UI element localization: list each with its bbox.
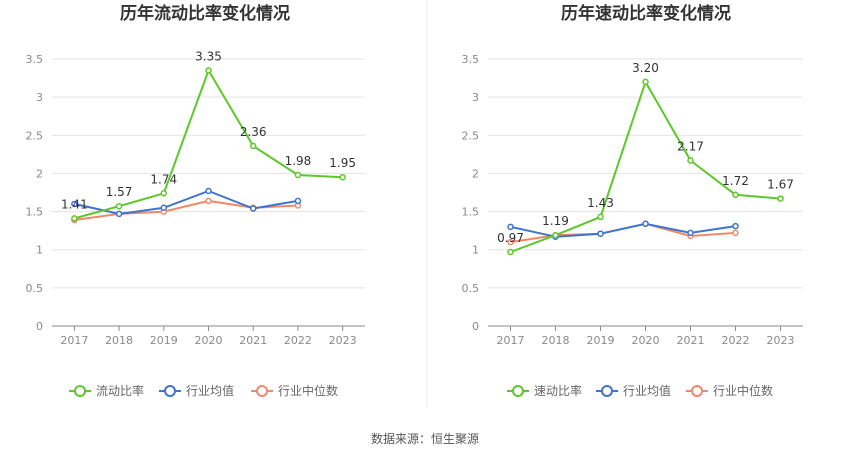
company-point: [687, 157, 694, 164]
y-tick-label: 0.5: [462, 282, 480, 295]
company-point: [205, 67, 212, 74]
x-tick-label: 2019: [150, 334, 178, 347]
y-tick-label: 1: [472, 244, 479, 257]
legend-swatch-marker: [691, 385, 703, 397]
industry-median-point: [507, 238, 514, 246]
chart-title: 历年流动比率变化情况: [120, 3, 290, 24]
legend-swatch-marker: [256, 385, 268, 397]
industry-avg-point: [115, 210, 123, 218]
x-tick-label: 2021: [239, 334, 267, 347]
data-label: 1.74: [150, 172, 177, 186]
current-ratio-chart: 历年流动比率变化情况 0 0.5 1 1.5 2 2.5 3 3.5 2017 2018 2019 20…: [26, 3, 365, 398]
legend-label: 行业中位数: [713, 383, 773, 398]
y-tick-label: 0: [36, 320, 43, 333]
company-point: [249, 142, 257, 150]
data-label: 0.97: [497, 231, 524, 245]
industry-avg-point: [71, 200, 78, 208]
data-label: 1.72: [722, 174, 749, 188]
industry-avg-line: [74, 190, 299, 215]
company-point: [294, 171, 302, 179]
legend-item-industry-avg: 行业均值: [159, 383, 234, 398]
data-label: 1.57: [106, 185, 133, 199]
legend-label: 行业中位数: [278, 383, 338, 398]
industry-median-point: [732, 229, 739, 237]
legend-item-industry-median: 行业中位数: [686, 383, 773, 398]
data-label: 1.43: [587, 196, 614, 210]
industry-avg-point: [597, 230, 604, 237]
data-label: 3.35: [195, 49, 222, 63]
industry-avg-point: [294, 197, 302, 205]
industry-avg-point: [160, 204, 168, 212]
y-tick-label: 0.5: [26, 282, 44, 295]
data-label: 1.67: [767, 178, 794, 192]
legend-swatch-marker: [601, 385, 613, 397]
industry-avg-point: [642, 220, 649, 228]
y-tick-label: 2.5: [462, 129, 480, 142]
industry-avg-point: [687, 229, 694, 237]
legend-swatch-marker: [512, 385, 524, 397]
company-point: [160, 190, 168, 197]
y-tick-label: 3: [36, 91, 43, 104]
legend-label: 速动比率: [534, 383, 582, 398]
y-tick-label: 3.5: [462, 53, 480, 66]
legend-item-industry-median: 行业中位数: [251, 383, 338, 398]
data-label: 2.17: [677, 139, 704, 153]
x-tick-label: 2019: [587, 334, 615, 347]
y-tick-label: 3.5: [26, 53, 44, 66]
company-point: [115, 202, 123, 210]
x-tick-label: 2020: [632, 334, 660, 347]
company-point: [339, 173, 346, 181]
y-tick-label: 2.5: [26, 129, 44, 142]
y-tick-label: 1.5: [26, 206, 44, 219]
x-tick-label: 2022: [722, 334, 750, 347]
x-tick-label: 2023: [767, 334, 795, 347]
legend-swatch-marker: [74, 385, 86, 397]
legend-label: 流动比率: [96, 383, 144, 398]
industry-avg-point: [732, 222, 739, 230]
x-tick-label: 2017: [60, 334, 88, 347]
x-tick-label: 2022: [284, 334, 312, 347]
industry-avg-line: [510, 222, 736, 238]
legend-swatch-marker: [164, 385, 176, 397]
legend-label: 行业均值: [623, 383, 671, 398]
data-label: 1.19: [542, 214, 569, 228]
x-tick-label: 2021: [677, 334, 705, 347]
x-tick-label: 2018: [542, 334, 570, 347]
industry-avg-point: [249, 205, 257, 212]
legend-label: 行业均值: [186, 383, 234, 398]
y-tick-label: 1.5: [462, 206, 480, 219]
company-point: [507, 248, 514, 256]
company-point: [71, 215, 78, 222]
legend-item-company: 速动比率: [507, 383, 582, 398]
industry-median-point: [205, 197, 212, 205]
x-tick-label: 2023: [329, 334, 357, 347]
y-tick-label: 3: [472, 91, 479, 104]
data-label: 3.20: [632, 61, 659, 75]
company-point: [777, 195, 784, 202]
legend-item-company: 流动比率: [69, 383, 144, 398]
industry-avg-point: [205, 187, 212, 195]
x-tick-label: 2017: [497, 334, 525, 347]
chart-title: 历年速动比率变化情况: [561, 3, 731, 24]
y-tick-label: 1: [36, 244, 43, 257]
x-tick-label: 2020: [195, 334, 223, 347]
data-label: 1.98: [285, 154, 312, 168]
x-tick-label: 2018: [105, 334, 133, 347]
quick-ratio-chart: 历年速动比率变化情况 0 0.5 1 1.5 2 2.5 3 3.5 2017 2018 2019 20…: [462, 3, 803, 398]
y-tick-label: 2: [36, 167, 43, 180]
company-point: [552, 231, 559, 239]
company-point: [642, 78, 649, 86]
company-point: [732, 191, 739, 199]
data-label: 2.36: [240, 125, 267, 139]
source-note: 数据来源：恒生聚源: [371, 431, 479, 446]
company-point: [597, 213, 604, 221]
legend-item-industry-avg: 行业均值: [596, 383, 671, 398]
data-label: 1.95: [329, 156, 356, 170]
data-label: 1.41: [61, 197, 88, 211]
y-tick-label: 2: [472, 167, 479, 180]
y-tick-label: 0: [472, 320, 479, 333]
industry-avg-point: [507, 223, 514, 231]
